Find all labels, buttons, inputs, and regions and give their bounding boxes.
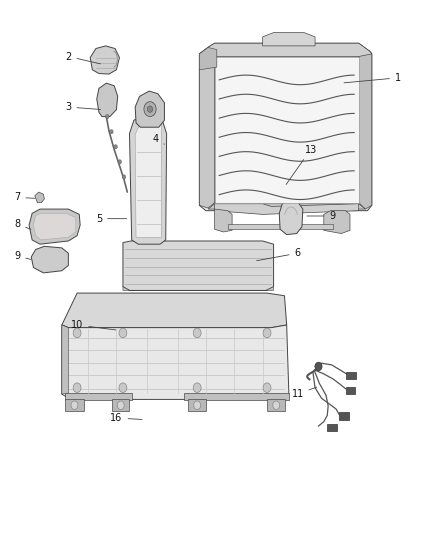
Text: 8: 8: [14, 219, 31, 229]
Polygon shape: [215, 209, 232, 232]
Circle shape: [117, 401, 124, 409]
Text: 10: 10: [71, 320, 116, 330]
Polygon shape: [62, 325, 289, 399]
Bar: [346, 372, 356, 379]
Text: 5: 5: [96, 214, 127, 224]
Polygon shape: [65, 393, 132, 400]
Text: 11: 11: [291, 387, 317, 399]
Polygon shape: [215, 204, 359, 214]
Polygon shape: [130, 117, 166, 244]
Circle shape: [144, 102, 156, 117]
Circle shape: [273, 401, 280, 409]
Polygon shape: [263, 33, 315, 46]
Circle shape: [122, 175, 126, 179]
Polygon shape: [267, 399, 286, 411]
Circle shape: [73, 383, 81, 392]
Polygon shape: [135, 91, 164, 127]
Circle shape: [110, 130, 113, 134]
Polygon shape: [188, 399, 206, 411]
Bar: [327, 424, 337, 431]
Bar: [346, 386, 355, 394]
Polygon shape: [35, 192, 44, 203]
Circle shape: [193, 328, 201, 338]
Polygon shape: [199, 47, 217, 70]
Circle shape: [114, 144, 117, 149]
Polygon shape: [97, 83, 118, 117]
Circle shape: [73, 328, 81, 338]
Bar: [339, 412, 349, 419]
Circle shape: [193, 383, 201, 392]
Circle shape: [118, 160, 122, 164]
Polygon shape: [62, 325, 68, 394]
Polygon shape: [324, 211, 350, 233]
Text: 4: 4: [152, 134, 164, 144]
Polygon shape: [199, 43, 372, 211]
Polygon shape: [90, 46, 120, 74]
Polygon shape: [135, 120, 161, 237]
Polygon shape: [199, 46, 215, 208]
Text: 13: 13: [286, 144, 317, 184]
Polygon shape: [228, 224, 332, 229]
Circle shape: [263, 383, 271, 392]
Circle shape: [194, 401, 201, 409]
Polygon shape: [123, 287, 274, 290]
Text: 9: 9: [14, 251, 31, 261]
Polygon shape: [208, 204, 365, 209]
Polygon shape: [65, 399, 84, 411]
Circle shape: [106, 115, 109, 119]
Circle shape: [119, 383, 127, 392]
Polygon shape: [33, 213, 76, 240]
Circle shape: [119, 328, 127, 338]
Circle shape: [315, 362, 322, 370]
Text: 6: 6: [257, 248, 300, 261]
Polygon shape: [31, 246, 68, 273]
Polygon shape: [279, 200, 303, 235]
Text: 7: 7: [14, 192, 35, 203]
Polygon shape: [184, 393, 289, 400]
Polygon shape: [123, 241, 274, 290]
Text: 3: 3: [65, 102, 101, 112]
Text: 2: 2: [65, 52, 101, 64]
Text: 16: 16: [110, 413, 142, 423]
Circle shape: [71, 401, 78, 409]
Polygon shape: [215, 56, 359, 203]
Text: 1: 1: [344, 73, 401, 83]
Polygon shape: [112, 399, 130, 411]
Text: 9: 9: [307, 211, 336, 221]
Circle shape: [148, 106, 152, 112]
Polygon shape: [29, 209, 80, 244]
Polygon shape: [62, 293, 287, 328]
Polygon shape: [199, 43, 372, 56]
Circle shape: [263, 328, 271, 338]
Polygon shape: [359, 49, 372, 209]
